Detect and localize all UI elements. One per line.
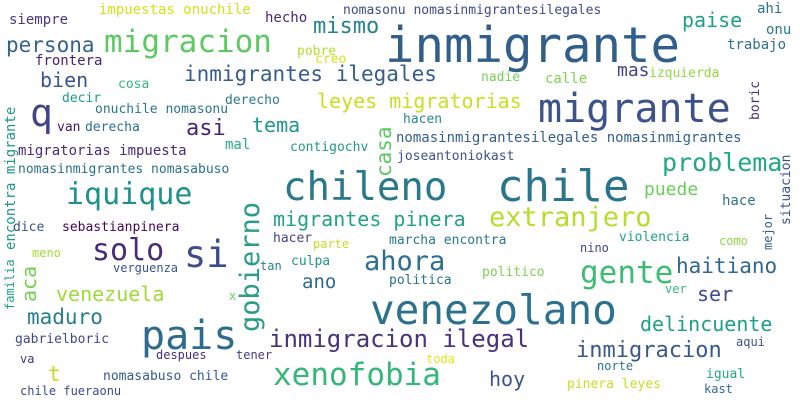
word: paise — [682, 8, 743, 32]
word: igual — [706, 367, 746, 382]
word: venezolano — [370, 286, 617, 334]
word: si — [184, 233, 229, 276]
word: joseantoniokast — [397, 149, 515, 164]
word: migrantes pinera — [273, 207, 466, 231]
word: van — [57, 120, 81, 135]
word: hecho — [265, 10, 308, 26]
word: nomasabuso chile — [103, 369, 229, 384]
word: hoy — [489, 367, 526, 391]
word: iquique — [66, 177, 193, 212]
word: como — [719, 234, 748, 248]
word: q — [30, 91, 53, 135]
word: parte — [313, 237, 350, 251]
word: migrante — [538, 86, 731, 132]
word: boric — [748, 80, 763, 120]
word: delincuente — [640, 312, 773, 336]
word: mas — [617, 60, 650, 81]
word: verguenza — [113, 261, 179, 275]
word: va — [20, 352, 35, 366]
word: ahi — [757, 1, 783, 17]
word: onuchile nomasonu — [95, 102, 229, 117]
word: chile fueraonu — [20, 384, 122, 398]
word: pinera leyes — [567, 377, 661, 392]
word: migratorias impuesta — [18, 143, 187, 159]
word: aca — [17, 265, 41, 302]
word: violencia — [619, 230, 690, 245]
word: contigochv — [290, 140, 369, 155]
word: ano — [302, 271, 337, 293]
word: inmigrantes ilegales — [184, 62, 437, 86]
word: venezuela — [56, 282, 165, 306]
word: chile — [497, 161, 630, 212]
word: derecho — [225, 93, 280, 108]
word: cosa — [118, 77, 150, 92]
word: decir — [62, 91, 102, 106]
word: onu — [766, 22, 792, 38]
word: maduro — [27, 305, 103, 329]
word: creo — [315, 52, 347, 67]
word: politica — [389, 273, 452, 288]
word: frontera — [35, 53, 103, 69]
word: impuestas onuchile — [99, 2, 251, 18]
word: haitiano — [676, 254, 778, 278]
word: inmigracion ilegal — [269, 325, 530, 353]
word: tema — [252, 113, 301, 137]
word: puede — [644, 179, 699, 200]
word: tan — [260, 259, 282, 273]
word: casa — [372, 126, 396, 177]
word: bien — [40, 68, 89, 92]
word: pais — [141, 313, 238, 359]
word: pobre — [297, 44, 337, 59]
word: siempre — [9, 12, 69, 28]
word: asi — [186, 116, 226, 141]
word: nomasonu nomasinmigrantesilegales — [343, 3, 602, 18]
word: sebastianpinera — [62, 220, 180, 235]
word: politico — [482, 265, 545, 280]
word: despues — [156, 348, 207, 362]
word: ser — [697, 282, 734, 306]
word: derecha — [85, 120, 140, 135]
word: mejor — [761, 213, 775, 250]
word: ver — [665, 282, 687, 296]
word: nadie — [481, 70, 521, 85]
word: solo — [92, 233, 165, 268]
word: aqui — [736, 335, 765, 349]
word: familia — [3, 259, 17, 310]
word: tener — [236, 348, 273, 362]
word: trabajo — [727, 37, 787, 53]
word: chileno — [283, 165, 448, 210]
word: leyes migratorias — [317, 89, 522, 113]
word: inmigrante — [385, 17, 681, 74]
word: toda — [426, 352, 455, 366]
word: gabrielboric — [15, 332, 109, 347]
word: x — [229, 289, 237, 303]
word: hacer — [273, 231, 313, 246]
word: problema — [662, 148, 783, 177]
word: norte — [597, 359, 634, 373]
word: marcha encontra — [389, 233, 507, 248]
word: ahora — [364, 246, 446, 277]
word: persona — [6, 33, 95, 57]
word: situacion — [779, 154, 794, 225]
word: calle — [545, 71, 588, 87]
word: nomasinmigrantes nomasabuso — [18, 162, 230, 177]
word: meno — [32, 246, 61, 260]
word: gente — [580, 255, 674, 291]
word: culpa — [291, 254, 331, 269]
word: hacen — [403, 112, 443, 127]
word: nomasinmigrantesilegales nomasinmigrante… — [396, 130, 742, 146]
word: dice — [13, 220, 45, 235]
word: xenofobia — [273, 357, 441, 393]
word: nino — [580, 241, 609, 255]
word: mismo — [313, 14, 380, 39]
word: inmigracion — [576, 338, 722, 363]
word: migracion — [104, 24, 272, 60]
word: mal — [225, 137, 251, 153]
word: hace — [722, 193, 756, 209]
word: izquierda — [649, 66, 720, 81]
word: t — [48, 362, 61, 386]
word: extranjero — [489, 202, 652, 233]
word: kast — [704, 382, 733, 396]
